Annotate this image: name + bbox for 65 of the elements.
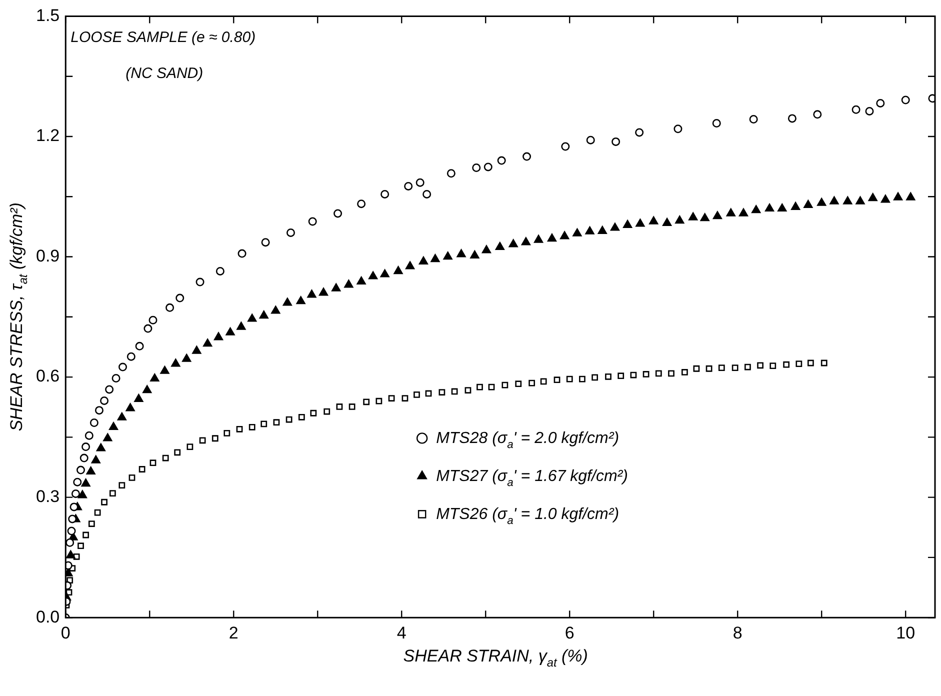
- point: [238, 249, 246, 258]
- x-tick-label: 0: [60, 623, 70, 642]
- x-tick-label: 8: [732, 623, 742, 642]
- point: [357, 200, 366, 208]
- y-tick-label: 0.3: [36, 487, 60, 506]
- point: [484, 162, 492, 172]
- y-axis-title: SHEAR STRESS, τat (kgf/cm²): [7, 202, 30, 432]
- point: [82, 442, 90, 452]
- x-tick-label: 4: [396, 623, 406, 642]
- x-tick-label: 10: [896, 623, 916, 642]
- point: [561, 142, 570, 151]
- point: [80, 454, 88, 462]
- point: [100, 396, 109, 405]
- y-tick-label: 1.5: [36, 6, 60, 25]
- y-tick-label: 1.2: [36, 126, 60, 146]
- point: [90, 418, 98, 427]
- point: [112, 374, 120, 382]
- x-tick-label: 6: [564, 623, 574, 642]
- point: [635, 128, 644, 137]
- point: [472, 164, 481, 172]
- point: [712, 119, 721, 128]
- point: [404, 182, 413, 190]
- point: [586, 136, 595, 144]
- point: [422, 190, 432, 198]
- point: [126, 352, 136, 361]
- point: [334, 209, 342, 218]
- y-tick-label: 0.6: [36, 366, 60, 386]
- point: [612, 137, 620, 146]
- point: [84, 431, 94, 440]
- point: [144, 324, 152, 333]
- y-tick-label: 0.0: [36, 607, 60, 626]
- point: [216, 266, 224, 276]
- point: [286, 228, 295, 237]
- point: [94, 406, 104, 415]
- point: [876, 98, 885, 108]
- point: [446, 169, 456, 178]
- point: [176, 294, 184, 302]
- point: [813, 110, 822, 119]
- point: [67, 526, 76, 536]
- point: [865, 106, 874, 116]
- point: [148, 316, 158, 324]
- point: [380, 190, 390, 198]
- point: [66, 538, 74, 547]
- point: [416, 178, 424, 187]
- point: [196, 278, 204, 286]
- point: [73, 478, 82, 486]
- point: [674, 124, 682, 134]
- point: [135, 342, 144, 350]
- annotation: LOOSE SAMPLE (e ≈ 0.80): [70, 29, 256, 46]
- point: [166, 303, 174, 312]
- point: [76, 466, 85, 474]
- point: [71, 489, 80, 498]
- point: [749, 114, 758, 124]
- point: [105, 385, 114, 394]
- point: [308, 217, 317, 226]
- point: [788, 114, 796, 123]
- point: [497, 156, 506, 165]
- point: [901, 96, 910, 104]
- y-tick-label: 0.9: [36, 246, 60, 266]
- annotation: (NC SAND): [126, 65, 204, 82]
- point: [261, 238, 270, 247]
- x-tick-label: 2: [228, 623, 238, 642]
- point: [852, 105, 860, 114]
- point: [522, 152, 532, 161]
- point: [118, 362, 127, 372]
